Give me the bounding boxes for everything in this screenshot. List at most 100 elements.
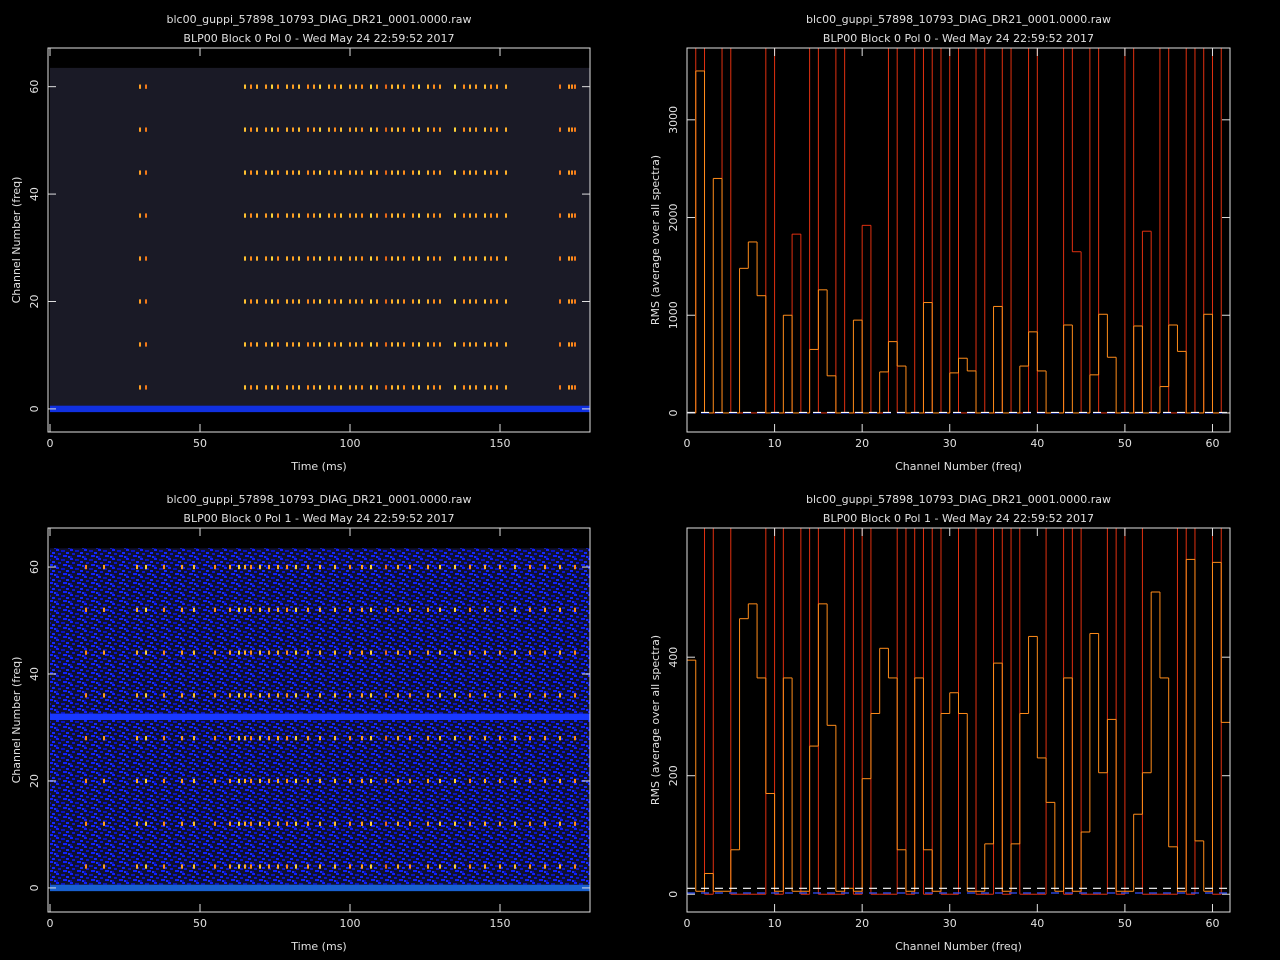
rfi-spike (391, 213, 394, 218)
rfi-spike (163, 736, 166, 741)
rfi-spike (385, 821, 388, 826)
rfi-spike (361, 84, 364, 89)
rfi-spike (271, 299, 274, 304)
rfi-spike (490, 127, 493, 132)
plot-area (687, 528, 1230, 895)
rfi-spike (463, 127, 466, 132)
rfi-spike (397, 778, 400, 784)
rfi-spike (454, 607, 457, 612)
rfi-spike (277, 778, 280, 784)
rfi-spike (307, 821, 310, 826)
rfi-spike (259, 607, 262, 612)
rfi-spike (286, 84, 289, 89)
rfi-spike (193, 864, 196, 869)
rfi-spike (268, 864, 271, 869)
rfi-spike (514, 864, 517, 869)
rfi-spike (139, 127, 142, 132)
rfi-spike (499, 821, 502, 826)
x-tick-label: 40 (1030, 917, 1044, 930)
rfi-spike (334, 607, 337, 612)
rfi-spike (361, 127, 364, 132)
rfi-spike (484, 127, 487, 132)
rfi-spike (268, 564, 271, 570)
rfi-spike (454, 170, 457, 175)
rfi-spike (271, 213, 274, 218)
rfi-spike (259, 864, 262, 869)
rfi-spike (349, 736, 352, 741)
rfi-spike (103, 564, 106, 570)
rfi-spike (340, 127, 343, 132)
rfi-spike (145, 864, 148, 869)
rfi-spike (286, 607, 289, 612)
rfi-spike (238, 778, 241, 784)
rfi-spike (568, 213, 571, 218)
rfi-spike (505, 256, 508, 261)
rfi-spike (319, 736, 322, 741)
rfi-spike (250, 256, 253, 261)
rfi-spike (559, 342, 562, 347)
rfi-spike (418, 256, 421, 261)
rfi-spike (361, 736, 364, 741)
rfi-spike (454, 84, 457, 89)
rfi-spike (397, 385, 400, 390)
rfi-spike (214, 778, 217, 784)
y-tick-label: 400 (667, 647, 680, 668)
rfi-spike (244, 693, 247, 698)
rfi-spike (409, 864, 412, 869)
rfi-spike (433, 127, 436, 132)
rfi-spike (505, 170, 508, 175)
rfi-spike (286, 778, 289, 784)
rfi-spike (277, 84, 280, 89)
rfi-spike (214, 650, 217, 655)
rfi-spike (256, 342, 259, 347)
rfi-spike (454, 342, 457, 347)
rfi-spike (307, 650, 310, 655)
chart-subtitle: BLP00 Block 0 Pol 0 - Wed May 24 22:59:5… (823, 32, 1094, 45)
rfi-spike (529, 607, 532, 612)
rfi-spike (574, 170, 577, 175)
rfi-spike (439, 213, 442, 218)
rfi-spike (469, 170, 472, 175)
rfi-spike (433, 256, 436, 261)
rfi-spike (334, 170, 337, 175)
rfi-spike (463, 170, 466, 175)
rfi-spike (163, 778, 166, 784)
x-tick-label: 30 (943, 917, 957, 930)
rfi-spike (361, 342, 364, 347)
rfi-spike (427, 821, 430, 826)
rfi-spike (349, 650, 352, 655)
x-tick-label: 60 (1205, 437, 1219, 450)
rfi-spike (238, 693, 241, 698)
rfi-spike (268, 821, 271, 826)
rfi-spike (574, 299, 577, 304)
rfi-spike (139, 84, 142, 89)
rfi-spike (256, 213, 259, 218)
rfi-spike (163, 607, 166, 612)
x-tick-label: 10 (768, 437, 782, 450)
rfi-spike (499, 564, 502, 570)
rfi-spike (259, 564, 262, 570)
rfi-spike (277, 170, 280, 175)
chart-title: blc00_guppi_57898_10793_DIAG_DR21_0001.0… (806, 493, 1111, 506)
rfi-spike (334, 821, 337, 826)
rfi-spike (505, 127, 508, 132)
panel: blc00_guppi_57898_10793_DIAG_DR21_0001.0… (10, 493, 591, 953)
rfi-spike (412, 127, 415, 132)
rfi-spike (568, 170, 571, 175)
rfi-spike (427, 564, 430, 570)
rfi-spike (574, 385, 577, 390)
rfi-spike (103, 736, 106, 741)
rfi-spike (412, 385, 415, 390)
y-tick-label: 40 (28, 667, 41, 681)
rfi-spike (256, 84, 259, 89)
rfi-spike (439, 342, 442, 347)
rfi-spike (361, 864, 364, 869)
rfi-spike (250, 299, 253, 304)
rfi-spike (529, 821, 532, 826)
rfi-spike (181, 650, 184, 655)
rfi-spike (313, 170, 316, 175)
x-tick-label: 60 (1205, 917, 1219, 930)
rfi-spike (454, 127, 457, 132)
rfi-spike (244, 864, 247, 869)
rfi-spike (256, 127, 259, 132)
